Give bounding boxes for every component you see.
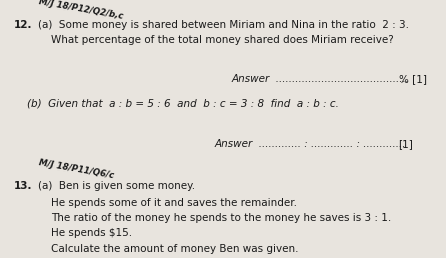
Text: He spends some of it and saves the remainder.: He spends some of it and saves the remai… <box>51 198 297 207</box>
Text: What percentage of the total money shared does Miriam receive?: What percentage of the total money share… <box>51 35 394 45</box>
Text: (a)  Some money is shared between Miriam and Nina in the ratio  2 : 3.: (a) Some money is shared between Miriam … <box>38 20 409 29</box>
Text: 12.: 12. <box>13 20 32 29</box>
Text: M/J 18/P11/Q6/c: M/J 18/P11/Q6/c <box>38 158 115 180</box>
Text: Answer  .........................................: Answer .................................… <box>232 74 410 84</box>
Text: (b)  Given that  a : b = 5 : 6  and  b : c = 3 : 8  find  a : b : c.: (b) Given that a : b = 5 : 6 and b : c =… <box>27 98 339 108</box>
Text: 13.: 13. <box>13 181 32 191</box>
Text: Calculate the amount of money Ben was given.: Calculate the amount of money Ben was gi… <box>51 244 299 254</box>
Text: [1]: [1] <box>398 140 413 149</box>
Text: The ratio of the money he spends to the money he saves is 3 : 1.: The ratio of the money he spends to the … <box>51 213 392 223</box>
Text: Answer  ............. : ............. : .............: Answer ............. : ............. : .… <box>214 140 405 149</box>
Text: (a)  Ben is given some money.: (a) Ben is given some money. <box>38 181 195 191</box>
Text: He spends $15.: He spends $15. <box>51 229 132 238</box>
Text: M/J 18/P12/Q2/b,c: M/J 18/P12/Q2/b,c <box>38 0 124 21</box>
Text: % [1]: % [1] <box>399 74 427 84</box>
